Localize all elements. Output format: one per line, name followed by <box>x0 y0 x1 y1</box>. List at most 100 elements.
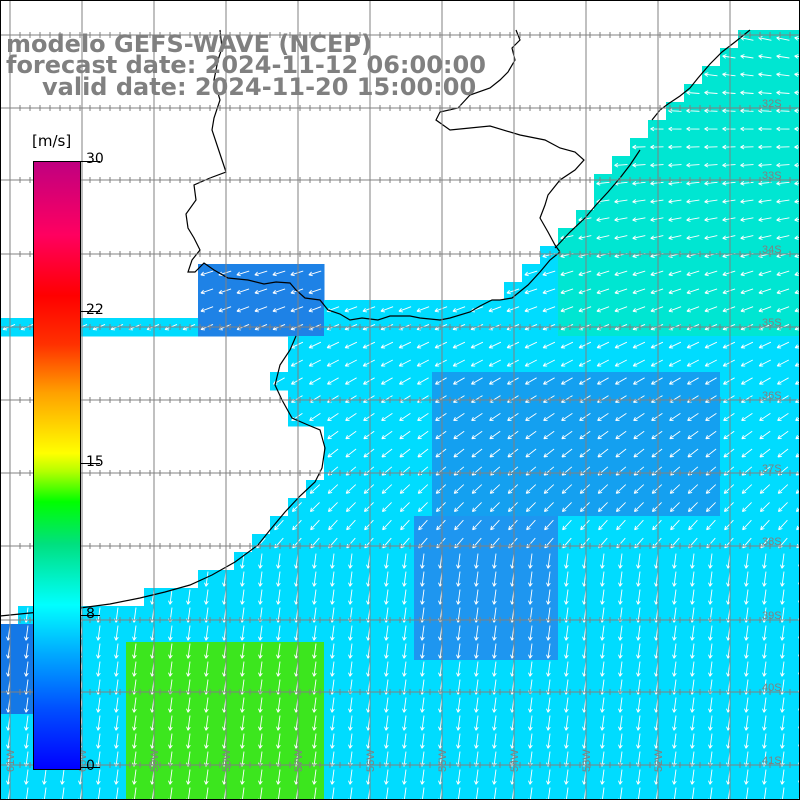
wind-arrow <box>723 484 735 494</box>
latitude-label: 34S <box>762 244 782 256</box>
wind-arrow <box>597 484 609 494</box>
wind-arrow <box>560 341 574 349</box>
wind-arrow <box>312 661 317 677</box>
wind-arrow <box>276 553 281 569</box>
wind-arrow <box>780 715 785 731</box>
wind-arrow <box>744 643 749 659</box>
longitude-label: 56W <box>365 749 377 772</box>
wind-arrow <box>204 697 209 713</box>
wind-arrow <box>672 715 677 731</box>
wind-arrow <box>636 769 641 785</box>
wind-arrow <box>114 769 119 785</box>
wind-arrow <box>258 697 263 713</box>
wind-arrow <box>348 625 353 641</box>
wind-arrow <box>690 697 695 713</box>
wind-arrow <box>327 430 339 440</box>
wind-arrow <box>597 448 609 458</box>
longitude-label: 61W <box>5 749 17 772</box>
wind-arrow <box>704 217 718 222</box>
wind-arrow <box>168 715 173 731</box>
wind-arrow <box>456 589 461 605</box>
wind-arrow <box>722 144 736 150</box>
wind-arrow <box>200 288 214 295</box>
wind-arrow <box>402 697 407 713</box>
wind-arrow <box>24 643 29 659</box>
wind-arrow <box>471 502 482 513</box>
wind-arrow <box>614 162 628 168</box>
wind-arrow <box>633 484 645 494</box>
wind-arrow <box>490 519 500 531</box>
wind-arrow <box>758 199 772 204</box>
wind-arrow <box>758 235 772 240</box>
wind-arrow <box>312 643 317 659</box>
wind-arrow <box>456 733 461 749</box>
wind-arrow <box>471 413 483 422</box>
wind-arrow <box>794 108 800 114</box>
wind-arrow <box>600 589 605 605</box>
wind-arrow <box>794 36 800 41</box>
wind-arrow <box>762 697 767 713</box>
wind-arrow <box>668 199 682 204</box>
wind-arrow <box>616 519 626 531</box>
wind-arrow <box>258 553 263 569</box>
wind-speed-cell <box>792 444 800 463</box>
wind-arrow <box>546 661 551 677</box>
wind-arrow <box>330 589 335 605</box>
wind-arrow <box>759 430 771 440</box>
wind-arrow <box>634 519 644 531</box>
wind-arrow <box>420 769 425 785</box>
wind-arrow <box>345 502 356 513</box>
wind-arrow <box>686 341 700 349</box>
wind-arrow <box>435 484 447 494</box>
wind-arrow <box>741 448 753 458</box>
wind-arrow <box>528 589 533 605</box>
wind-arrow <box>60 769 65 785</box>
wind-arrow <box>132 697 137 713</box>
wind-arrow <box>506 341 520 349</box>
wind-arrow <box>489 448 501 458</box>
wind-arrow <box>704 270 718 277</box>
wind-speed-cell <box>792 408 800 427</box>
wind-arrow <box>524 270 538 277</box>
wind-arrow <box>254 306 268 313</box>
wind-arrow <box>471 484 483 494</box>
wind-arrow <box>384 697 389 713</box>
wind-arrow <box>402 625 407 641</box>
wind-arrow <box>722 108 736 114</box>
wind-arrow <box>114 733 119 749</box>
wind-arrow <box>632 306 646 313</box>
wind-arrow <box>402 715 407 731</box>
wind-arrow <box>776 90 790 96</box>
wind-arrow <box>330 715 335 731</box>
wind-arrow <box>96 625 101 641</box>
wind-arrow <box>723 448 735 458</box>
wind-arrow <box>759 484 771 494</box>
wind-arrow <box>632 288 646 295</box>
wind-arrow <box>308 341 322 349</box>
wind-arrow <box>650 181 664 186</box>
wind-arrow <box>507 448 519 458</box>
latitude-label: 33S <box>762 170 782 182</box>
wind-arrow <box>596 217 610 222</box>
wind-speed-cell <box>792 588 800 607</box>
wind-arrow <box>618 553 623 569</box>
wind-arrow <box>578 235 592 240</box>
wind-arrow <box>204 733 209 749</box>
wind-arrow <box>274 519 284 531</box>
wind-arrow <box>741 502 752 513</box>
wind-arrow <box>132 733 137 749</box>
wind-arrow <box>420 697 425 713</box>
wind-arrow <box>402 571 407 587</box>
wind-arrow <box>690 715 695 731</box>
wind-arrow <box>434 341 448 349</box>
wind-arrow <box>560 359 574 367</box>
wind-arrow <box>618 769 623 785</box>
wind-arrow <box>96 769 101 785</box>
wind-arrow <box>506 306 520 313</box>
wind-arrow <box>596 306 610 313</box>
wind-arrow <box>546 643 551 659</box>
wind-arrow <box>618 625 623 641</box>
wind-arrow <box>650 126 664 132</box>
wind-arrow <box>708 625 713 641</box>
wind-arrow <box>168 733 173 749</box>
